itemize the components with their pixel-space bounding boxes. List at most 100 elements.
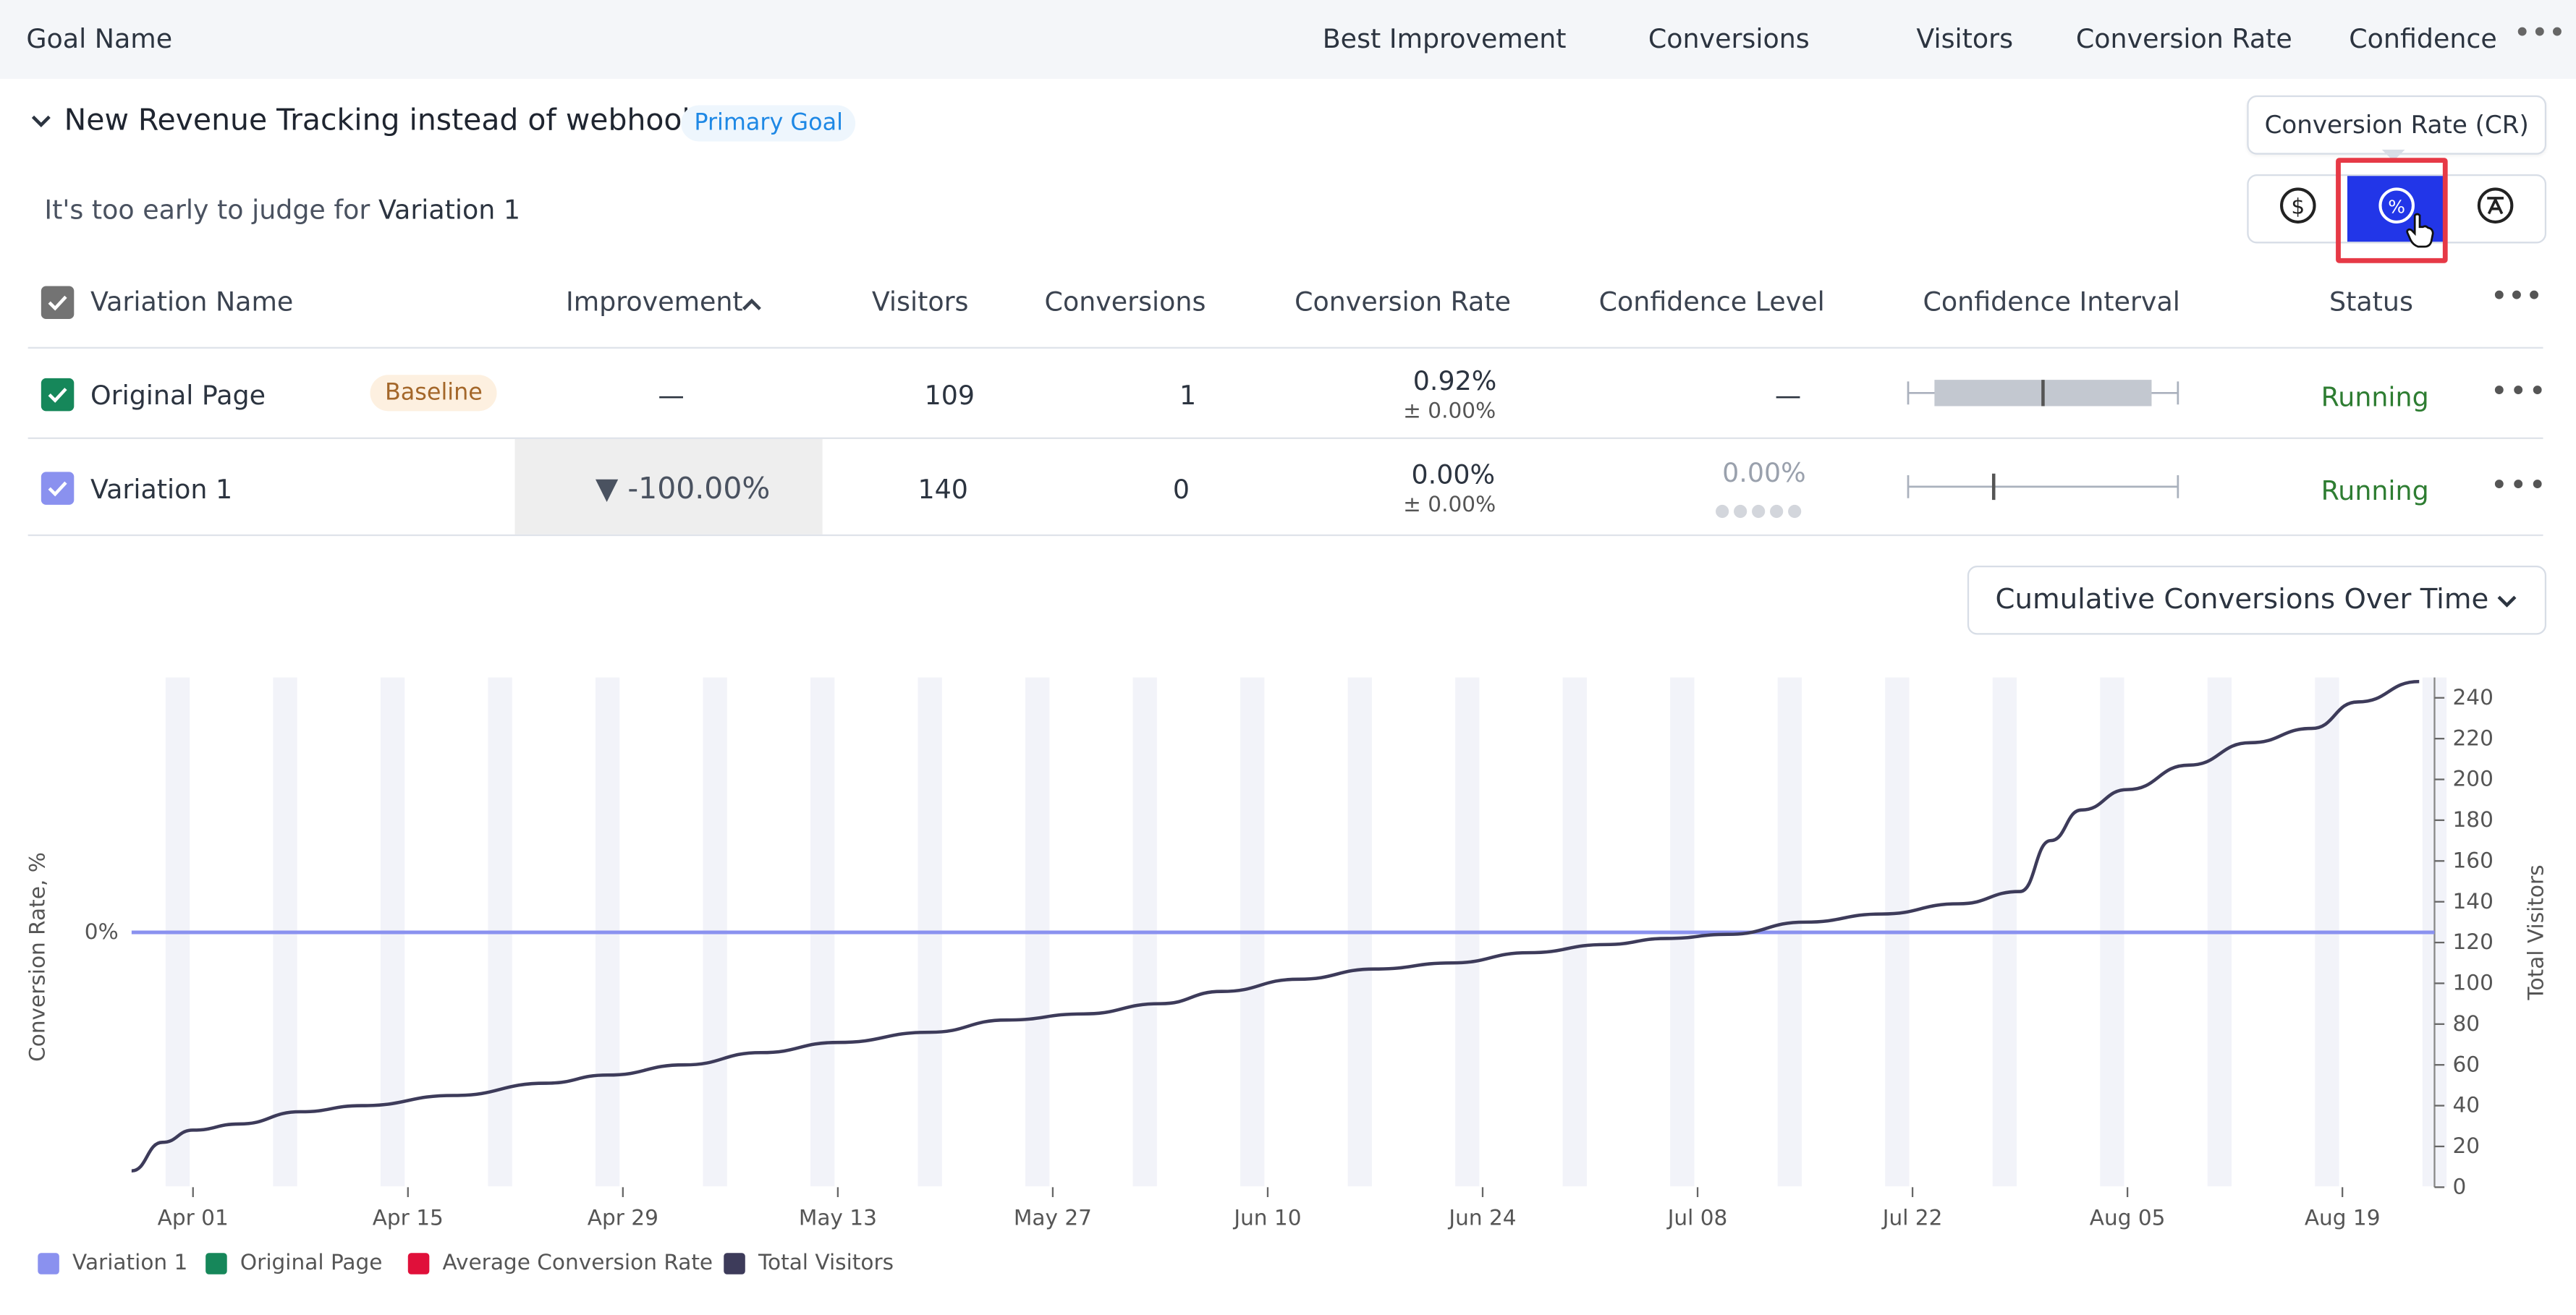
hand-cursor-icon [2405,212,2435,255]
col-confidence-level[interactable]: Confidence Level [1598,286,1825,318]
x-tick-label: Apr 01 [158,1206,229,1230]
x-tick-label: May 13 [799,1206,877,1230]
legend-swatch [407,1253,430,1274]
dollar-icon: $ [2279,186,2318,232]
metric-tooltip: Conversion Rate (CR) [2247,95,2547,155]
sort-ascending-icon[interactable] [740,289,763,320]
left-axis-title: Conversion Rate, % [25,852,49,1062]
header-confidence[interactable]: Confidence [2349,22,2497,55]
x-tick-label: Apr 15 [373,1206,444,1230]
header-more-menu-icon[interactable]: ••• [2513,16,2567,51]
improvement-original: — [658,380,685,412]
x-tick-label: Jul 22 [1881,1206,1943,1230]
svg-text:%: % [2388,196,2405,217]
revenue-metric-button[interactable]: $ [2249,176,2347,242]
judgement-prefix: It's too early to judge for [44,194,370,226]
chevron-down-icon[interactable] [30,108,53,140]
right-tick-label: 220 [2452,725,2493,750]
row-divider [27,534,2543,537]
legend-average-conversion-rate[interactable]: Average Conversion Rate [407,1251,713,1277]
right-tick-label: 180 [2452,807,2493,832]
col-conversion-rate[interactable]: Conversion Rate [1295,286,1511,318]
col-status[interactable]: Status [2329,286,2413,318]
right-tick-label: 160 [2452,848,2493,872]
total-visitors-line [131,679,2420,1173]
legend-swatch [206,1253,227,1274]
table-divider [27,346,2543,349]
baseline-badge: Baseline [370,375,498,412]
conversions-original: 1 [1179,380,1197,412]
x-tick-label: Jun 10 [1232,1206,1301,1230]
header-visitors[interactable]: Visitors [1916,22,2014,55]
row-original-more-icon[interactable]: ••• [2490,375,2549,410]
row-variation-1-more-icon[interactable]: ••• [2490,468,2549,503]
svg-text:$: $ [2291,195,2305,219]
right-tick-label: 20 [2452,1133,2480,1158]
header-conversions[interactable]: Conversions [1648,22,1810,55]
conversion-rate-pm-original: ± 0.00% [1403,399,1496,425]
table-more-icon[interactable]: ••• [2490,279,2543,315]
legend-total-visitors[interactable]: Total Visitors [724,1251,894,1276]
highlight-box [2336,158,2448,263]
header-goal-name[interactable]: Goal Name [26,22,173,55]
confidence-level-original: — [1774,380,1802,412]
x-tick-label: Apr 29 [588,1206,658,1230]
right-tick-label: 120 [2452,929,2493,954]
col-conversions[interactable]: Conversions [1044,286,1206,318]
goals-header-bar: Goal Name Best Improvement Conversions V… [0,0,2576,80]
right-tick-label: 60 [2452,1052,2480,1076]
legend-original-page[interactable]: Original Page [206,1251,383,1276]
cumulative-conversions-chart: Apr 01 Apr 15 Apr 29 May 13 May 27 Jun 10 Jun … [25,677,2549,1230]
x-tick-label: Jul 08 [1666,1206,1728,1230]
right-axis-title: Total Visitors [2524,864,2549,1000]
right-tick-label: 0 [2452,1174,2466,1199]
variation-name-variation-1: Variation 1 [90,473,233,505]
legend-label: Variation 1 [72,1251,188,1277]
right-tick-label: 80 [2452,1011,2480,1036]
variation-1-checkbox[interactable] [41,472,75,505]
judgement-variation: Variation 1 [378,194,521,226]
metric-toggle-group: $ % [2247,174,2547,244]
legend-variation-1[interactable]: Variation 1 [38,1251,187,1276]
conversions-variation-1: 0 [1172,473,1190,505]
right-tick-label: 100 [2452,971,2493,995]
right-tick-label: 140 [2452,889,2493,914]
improvement-variation-1: ▼ -100.00% [595,472,771,507]
col-variation-name[interactable]: Variation Name [90,286,294,318]
variation-name-original: Original Page [90,380,266,412]
confidence-level-variation-1: 0.00% [1722,456,1806,489]
legend-swatch [724,1253,745,1274]
legend-label: Average Conversion Rate [442,1251,713,1277]
primary-goal-badge: Primary Goal [681,105,857,142]
header-conversion-rate[interactable]: Conversion Rate [2075,22,2292,55]
row-divider [27,437,2543,439]
visitors-variation-1: 140 [918,473,968,505]
x-tick-label: Aug 19 [2305,1206,2381,1230]
select-all-checkbox[interactable] [41,286,75,320]
chart-type-dropdown[interactable]: Cumulative Conversions Over Time [1967,566,2547,635]
visitors-original: 109 [924,380,975,412]
right-tick-label: 200 [2452,767,2493,791]
chevron-down-icon [2496,589,2519,620]
goal-title: New Revenue Tracking instead of webhook [64,103,700,138]
confidence-dots [1716,504,1802,519]
x-tick-label: Jun 24 [1447,1206,1516,1230]
left-tick-label: 0% [85,919,119,944]
original-page-checkbox[interactable] [41,378,75,412]
col-confidence-interval[interactable]: Confidence Interval [1923,286,2180,318]
col-improvement[interactable]: Improvement [566,286,743,318]
legend-label: Total Visitors [758,1251,894,1277]
judgement-message: It's too early to judge for Variation 1 [44,194,520,225]
conversion-rate-pm-variation-1: ± 0.00% [1403,493,1496,519]
header-best-improvement[interactable]: Best Improvement [1322,22,1567,55]
average-icon [2475,186,2515,232]
right-tick-label: 240 [2452,685,2493,710]
confidence-interval-variation-1 [1907,473,2179,501]
right-tick-label: 40 [2452,1093,2480,1118]
confidence-interval-original [1907,380,2179,407]
average-metric-button[interactable] [2446,176,2544,242]
conversion-rate-variation-1: 0.00% [1411,459,1496,490]
status-original: Running [2321,381,2429,413]
legend-swatch [38,1253,59,1274]
col-visitors[interactable]: Visitors [871,286,969,318]
